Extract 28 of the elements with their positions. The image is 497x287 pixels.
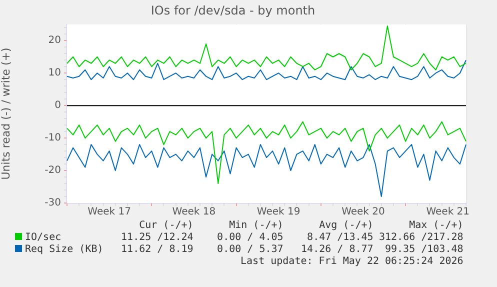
y-tick-label: 0: [54, 100, 61, 112]
text: 14.26 / 8.77: [300, 244, 374, 256]
text: 11.62 / 8.19: [120, 244, 194, 256]
y-tick-label: 20: [48, 35, 61, 46]
y-tick-label: -30: [44, 198, 61, 209]
chart-title: IOs for /dev/sda - by month: [150, 3, 316, 18]
text: 11.25 /12.24: [120, 232, 194, 244]
x-tick-label: Week 18: [172, 206, 216, 218]
x-tick-label: Week 20: [342, 206, 385, 218]
text: 312.66 /217.28: [378, 232, 464, 244]
y-tick-label: 10: [48, 68, 61, 79]
x-tick-label: Week 19: [256, 206, 300, 218]
text: 8.47 /13.45: [306, 232, 374, 244]
text: 99.35 /103.48: [384, 244, 464, 256]
text: 0.00 / 4.05: [216, 232, 284, 244]
x-tick-label: Week 21: [426, 206, 470, 218]
y-axis-title: Units read (-) / write (+): [0, 48, 12, 180]
y-tick-label: -20: [44, 165, 61, 176]
text: Cur (-/+): [138, 220, 194, 232]
text: Max (-/+): [408, 220, 464, 232]
text: Last update: Fri May 22 06:25:24 2026: [240, 256, 464, 268]
text: Min (-/+): [228, 220, 284, 232]
y-tick-label: -10: [44, 132, 61, 144]
legend-label: Req Size (KB): [24, 244, 104, 256]
x-tick-label: Week 17: [88, 206, 131, 218]
legend-label: IO/sec: [24, 232, 62, 244]
text: 0.00 / 5.37: [216, 244, 284, 256]
text: Avg (-/+): [318, 220, 374, 232]
